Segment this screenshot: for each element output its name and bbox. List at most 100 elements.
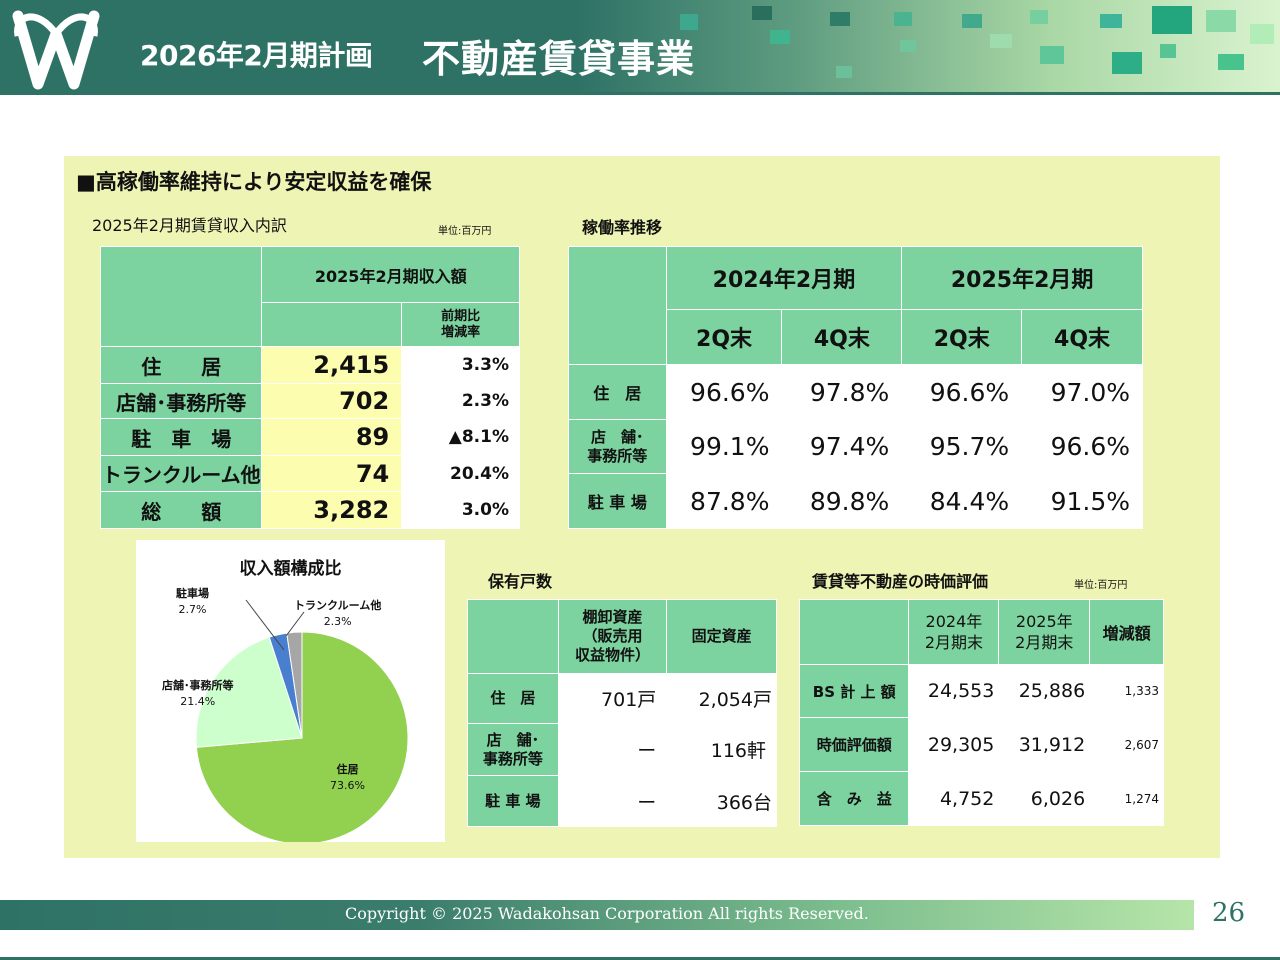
income-change: 20.4% (401, 455, 520, 492)
units-inventory: 701戸 (557, 673, 668, 724)
table-row: 含 み 益 4,752 6,026 1,274 (798, 771, 1164, 826)
footer-bar: Copyright © 2025 Wadakohsan Corporation … (0, 900, 1194, 930)
units-row-label: 店 舗･ 事務所等 (467, 723, 559, 776)
units-inventory: ー (557, 723, 668, 776)
occupancy-value: 84.4% (901, 473, 1023, 529)
fairvalue-diff: 1,333 (1089, 664, 1164, 718)
occupancy-corner (568, 246, 667, 365)
pie-chart-box: 収入額構成比 駐車場 2.7% トランクルーム他 2.3% 店舗･事務所等 21.4%… (136, 540, 445, 842)
fairvalue-col: 2024年 2月期末 (908, 599, 1000, 665)
units-fixed: 116軒 (666, 723, 777, 776)
fairvalue-title: 賃貸等不動産の時価評価 (812, 572, 989, 591)
occupancy-period: 2025年2月期 (901, 246, 1143, 310)
page-title: 不動産賃貸事業 (422, 37, 696, 81)
fairvalue-2024: 4,752 (908, 771, 1000, 826)
header-banner: 2026年2月期計画 不動産賃貸事業 (0, 0, 1280, 92)
units-fixed: 366台 (666, 775, 777, 827)
pie-chart (195, 599, 409, 842)
occupancy-value: 97.0% (1021, 364, 1143, 420)
income-unit: 単位:百万円 (438, 226, 492, 237)
fairvalue-col: 2025年 2月期末 (998, 599, 1091, 665)
units-fixed: 2,054戸 (666, 673, 777, 724)
occupancy-value: 91.5% (1021, 473, 1143, 529)
header-subtitle: 2026年2月期計画 (140, 39, 373, 72)
occupancy-row-label: 住 居 (568, 364, 667, 420)
pie-slice-1 (195, 636, 303, 748)
table-row: 店 舗･ 事務所等 99.1% 97.4% 95.7% 96.6% (568, 419, 1143, 474)
occupancy-value: 89.8% (781, 473, 903, 529)
occupancy-value: 97.4% (781, 419, 903, 474)
table-row: 住 居 701戸 2,054戸 (467, 673, 777, 724)
header-divider (0, 92, 1280, 95)
units-table: 棚卸資産 （販売用 収益物件） 固定資産 住 居 701戸 2,054戸 店 舗… (467, 599, 777, 827)
occupancy-quarter: 2Q末 (901, 309, 1023, 365)
income-table: 2025年2月期収入額 前期比 増減率 住 居 2,415 3.3% 店舗･事務… (99, 246, 520, 529)
occupancy-row-label: 駐 車 場 (568, 473, 667, 529)
income-amount: 3,282 (261, 491, 403, 529)
fairvalue-unit: 単位:百万円 (1074, 580, 1128, 591)
table-row: 住 居 96.6% 97.8% 96.6% 97.0% (568, 364, 1143, 420)
fairvalue-col: 増減額 (1089, 599, 1164, 665)
fairvalue-2025: 31,912 (998, 717, 1091, 772)
page-number: 26 (1212, 898, 1246, 928)
income-row-label: 店舗･事務所等 (99, 383, 263, 419)
pie-label-residence: 住居 73.6% (330, 763, 365, 792)
pie-leader-line (245, 599, 285, 651)
occupancy-period: 2024年2月期 (665, 246, 903, 310)
income-change: 3.0% (401, 491, 520, 529)
fairvalue-2025: 25,886 (998, 664, 1091, 718)
pie-leader-line (285, 611, 305, 637)
occupancy-value: 87.8% (665, 473, 783, 529)
units-row-label: 駐 車 場 (467, 775, 559, 827)
table-row: 総 額 3,282 3.0% (99, 491, 520, 529)
table-row: 住 居 2,415 3.3% (99, 346, 520, 384)
fairvalue-corner (798, 599, 910, 665)
units-col-inventory: 棚卸資産 （販売用 収益物件） (557, 599, 668, 674)
income-change: ▲8.1% (401, 418, 520, 456)
table-row: 駐 車 場 87.8% 89.8% 84.4% 91.5% (568, 473, 1143, 529)
fairvalue-diff: 1,274 (1089, 771, 1164, 826)
units-row-label: 住 居 (467, 673, 559, 724)
occupancy-quarter: 4Q末 (781, 309, 903, 365)
occupancy-table: 2024年2月期 2025年2月期 2Q末 4Q末 2Q末 4Q末 住 居 96… (568, 246, 1143, 529)
table-row: 時価評価額 29,305 31,912 2,607 (798, 717, 1164, 772)
fairvalue-2025: 6,026 (998, 771, 1091, 826)
units-inventory: ー (557, 775, 668, 827)
occupancy-value: 99.1% (665, 419, 783, 474)
income-change: 2.3% (401, 383, 520, 419)
income-amount: 702 (261, 383, 403, 419)
income-row-label: 総 額 (99, 491, 263, 529)
occupancy-quarter: 4Q末 (1021, 309, 1143, 365)
bottom-divider (0, 957, 1280, 960)
occupancy-value: 96.6% (665, 364, 783, 420)
fairvalue-row-label: 時価評価額 (798, 717, 910, 772)
fairvalue-row-label: BS 計 上 額 (798, 664, 910, 718)
income-change: 3.3% (401, 346, 520, 384)
fairvalue-2024: 24,553 (908, 664, 1000, 718)
income-amount: 2,415 (261, 346, 403, 384)
fairvalue-table: 2024年 2月期末 2025年 2月期末 増減額 BS 計 上 額 24,55… (798, 599, 1164, 826)
pie-label-parking: 駐車場 2.7% (176, 587, 209, 616)
occupancy-title: 稼働率推移 (582, 218, 663, 237)
table-row: BS 計 上 額 24,553 25,886 1,333 (798, 664, 1164, 718)
income-col-change: 前期比 増減率 (401, 302, 520, 347)
occupancy-value: 96.6% (901, 364, 1023, 420)
income-row-label: トランクルーム他 (99, 455, 263, 492)
occupancy-value: 97.8% (781, 364, 903, 420)
pie-label-store: 店舗･事務所等 21.4% (162, 679, 234, 708)
main-heading: ■高稼働率維持により安定収益を確保 (76, 170, 432, 194)
copyright: Copyright © 2025 Wadakohsan Corporation … (345, 904, 869, 923)
units-title: 保有戸数 (488, 572, 553, 591)
income-amount: 74 (261, 455, 403, 492)
occupancy-row-label: 店 舗･ 事務所等 (568, 419, 667, 474)
income-title: 2025年2月期賃貸収入内訳 (92, 216, 287, 235)
pie-slice-3 (286, 631, 303, 739)
table-row: 駐 車 場 89 ▲8.1% (99, 418, 520, 456)
income-corner (99, 246, 263, 347)
table-row: 店舗･事務所等 702 2.3% (99, 383, 520, 419)
income-col-amount: 2025年2月期収入額 (261, 246, 520, 303)
income-col-blank (261, 302, 403, 347)
fairvalue-diff: 2,607 (1089, 717, 1164, 772)
table-row: トランクルーム他 74 20.4% (99, 455, 520, 492)
table-row: 店 舗･ 事務所等 ー 116軒 (467, 723, 777, 776)
